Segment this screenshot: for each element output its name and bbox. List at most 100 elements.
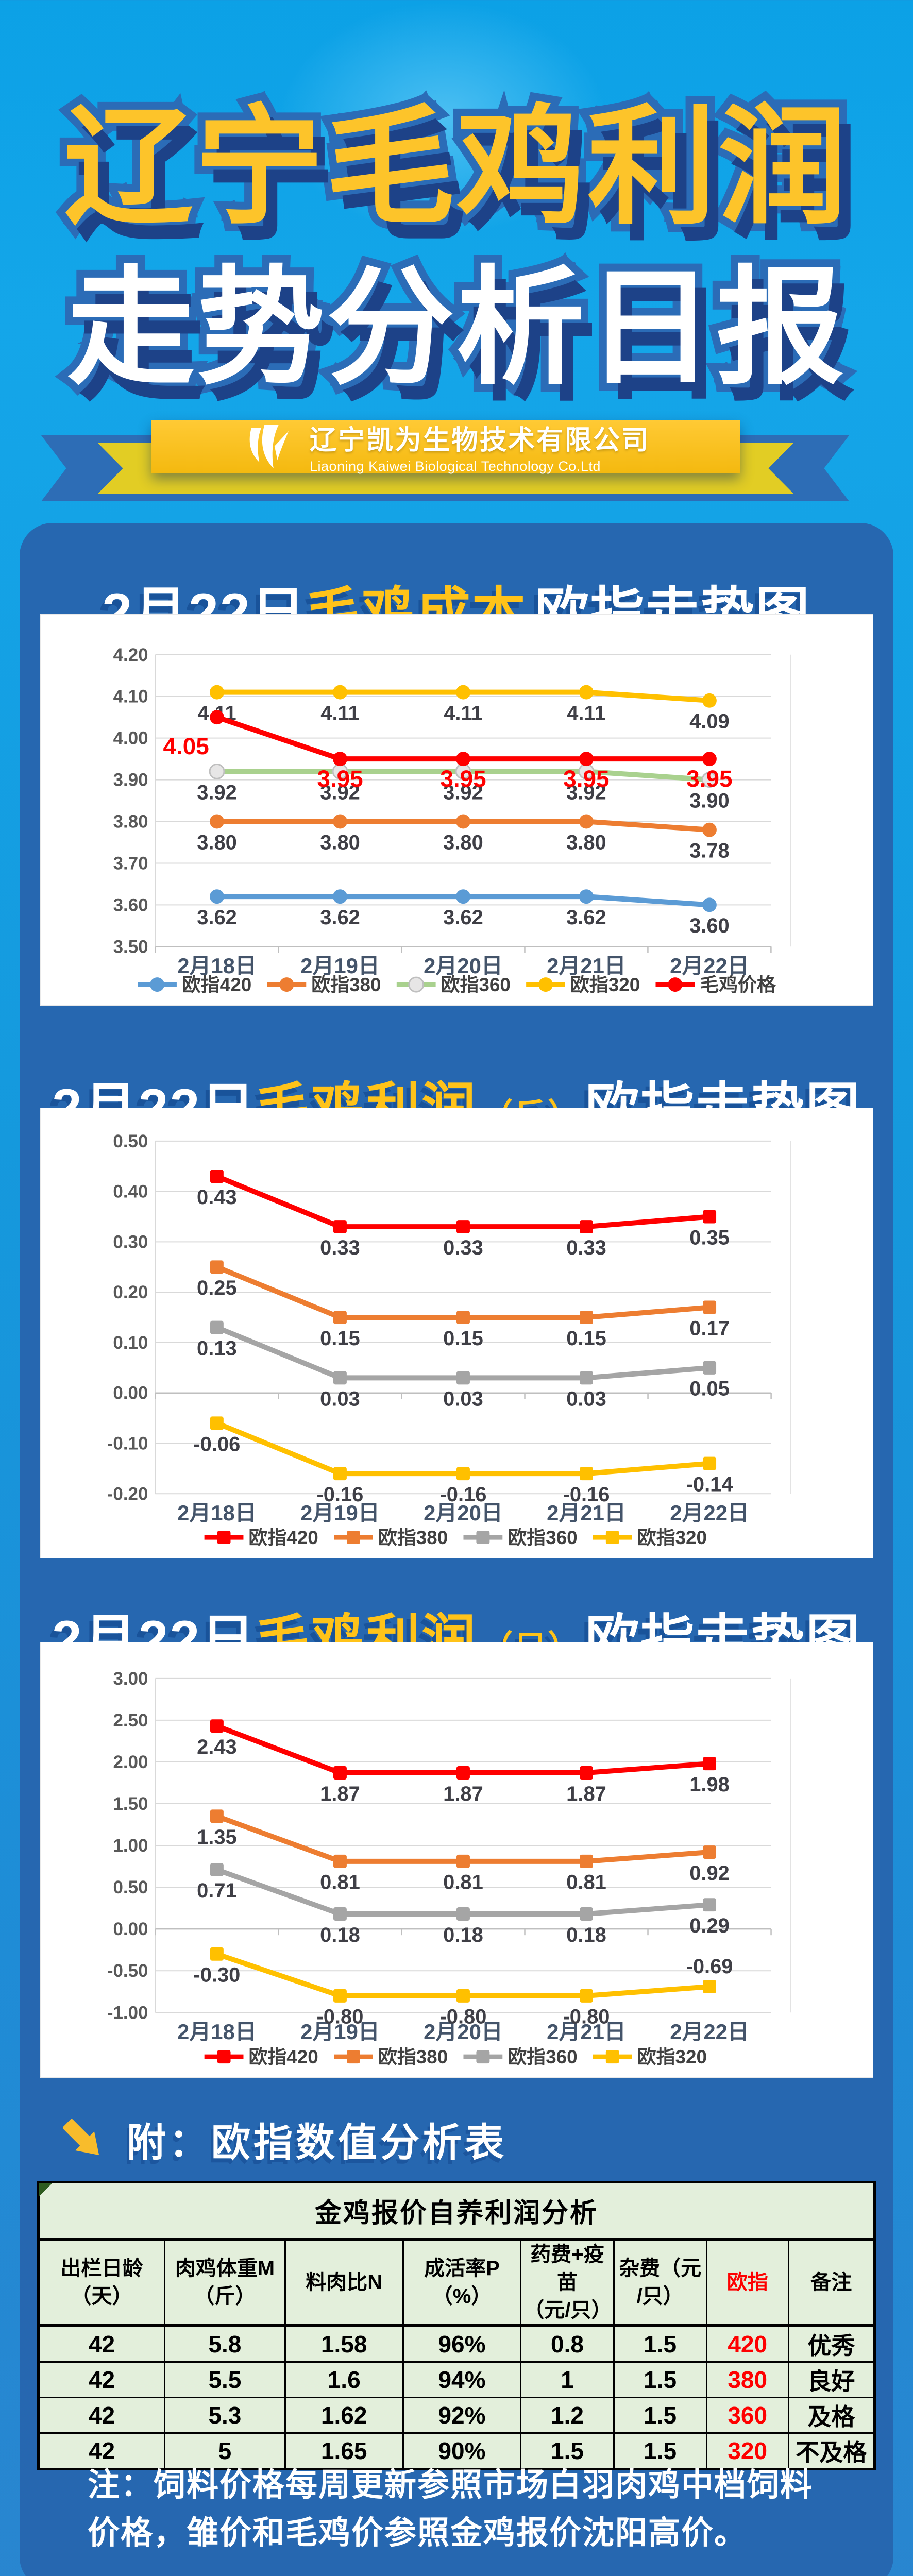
data-label: 0.15 <box>320 1327 360 1350</box>
legend-label: 欧指420 <box>182 974 251 995</box>
data-label: 3.60 <box>689 914 730 937</box>
table-cell: 不及格 <box>787 2432 876 2470</box>
table-cell: 380 <box>705 2361 789 2398</box>
data-marker <box>210 685 224 700</box>
table-cell: 1.5 <box>613 2432 707 2470</box>
data-label: 0.81 <box>443 1871 483 1894</box>
table-cell: 5 <box>164 2432 286 2470</box>
legend-label: 欧指380 <box>311 974 381 995</box>
data-marker <box>456 752 470 767</box>
data-label: 0.33 <box>443 1236 483 1259</box>
company-name-cn: 辽宁凯为生物技术有限公司 <box>309 426 650 455</box>
data-marker <box>457 1311 470 1325</box>
gridlines: 3.00 2.50 2.00 1.50 1.00 0.50 0.00 -0.50 -1.00 <box>107 1669 791 2023</box>
data-label: 4.09 <box>689 710 730 733</box>
y-axis-label: 0.50 <box>113 1131 148 1151</box>
column-header: 药费+疫苗 （元/只） <box>520 2238 615 2327</box>
x-axis-label: 2月21日 <box>547 954 626 978</box>
data-marker <box>210 1320 224 1334</box>
table-cell: 1 <box>520 2361 615 2398</box>
y-axis-label: 2.00 <box>113 1752 148 1772</box>
data-label: -0.06 <box>193 1433 240 1455</box>
data-label: -0.16 <box>440 1483 487 1506</box>
y-axis-label: 3.00 <box>113 1669 148 1689</box>
content-panel: 2月22日毛鸡成本 欧指走势图 4.20 4.10 4.00 3.90 3.80 3.70 3… <box>20 523 893 2576</box>
x-axis-label: 2月22日 <box>670 954 749 978</box>
y-axis-label: 3.70 <box>113 853 148 873</box>
y-axis-label: 0.50 <box>113 1877 148 1897</box>
legend-label: 欧指320 <box>570 974 640 995</box>
data-label: -0.80 <box>316 2006 363 2028</box>
data-marker <box>702 752 717 767</box>
data-marker <box>210 814 224 829</box>
data-marker <box>333 752 347 767</box>
series-欧指420: 0.43 0.33 0.33 0.33 0.35 <box>197 1170 730 1259</box>
data-marker <box>668 977 683 992</box>
category-axis: 2月18日 2月19日 2月20日 2月21日 2月22日 <box>155 1928 772 2044</box>
data-marker <box>333 1766 347 1780</box>
column-header: 肉鸡体重M （斤） <box>164 2238 286 2327</box>
data-label: 0.35 <box>689 1226 730 1249</box>
data-label: 0.03 <box>320 1387 360 1410</box>
data-label: 4.11 <box>567 702 605 724</box>
table-cell: 42 <box>37 2325 166 2363</box>
x-axis-label: 2月18日 <box>177 2020 257 2044</box>
data-marker <box>333 1854 347 1868</box>
data-marker <box>580 1989 593 2003</box>
data-label: 0.33 <box>566 1236 606 1259</box>
data-label: 3.90 <box>689 789 730 812</box>
x-axis-label: 2月21日 <box>547 1501 626 1525</box>
data-label: 0.15 <box>443 1327 483 1350</box>
legend-label: 欧指380 <box>378 2046 448 2067</box>
table-cell: 5.5 <box>164 2361 286 2398</box>
data-marker <box>580 1467 593 1481</box>
data-marker <box>333 1220 347 1234</box>
table-cell: 良好 <box>787 2361 876 2398</box>
data-label: 1.87 <box>566 1783 606 1805</box>
data-marker <box>702 822 717 837</box>
legend-label: 欧指320 <box>637 1527 707 1548</box>
data-label: 0.33 <box>320 1236 360 1259</box>
data-marker <box>579 752 594 767</box>
table-cell: 42 <box>37 2396 166 2434</box>
table-cell: 1.65 <box>284 2432 404 2470</box>
category-axis: 2月18日 2月19日 2月20日 2月21日 2月22日 <box>155 946 772 978</box>
table-cell: 360 <box>705 2396 789 2434</box>
legend-label: 欧指420 <box>248 2046 318 2067</box>
data-marker <box>210 1260 224 1274</box>
data-label: 1.87 <box>320 1783 360 1805</box>
data-marker <box>703 1757 717 1771</box>
table-cell: 及格 <box>787 2396 876 2434</box>
data-label: 4.11 <box>320 702 359 724</box>
appendix-heading: 附：欧指数值分析表 <box>127 2121 507 2165</box>
data-marker <box>209 763 225 779</box>
data-marker <box>456 889 470 904</box>
table-cell: 96% <box>402 2325 522 2363</box>
y-axis-label: 3.60 <box>113 895 148 915</box>
data-marker <box>456 814 470 829</box>
data-marker <box>333 1371 347 1385</box>
data-label: 0.18 <box>566 1924 606 1946</box>
y-axis-label: -0.50 <box>107 1961 148 1981</box>
data-marker <box>210 1416 224 1430</box>
data-marker <box>333 1467 347 1481</box>
table-row: 42 5.8 1.58 96% 0.8 1.5 420 优秀 <box>37 2325 876 2363</box>
data-label: 3.92 <box>320 781 360 804</box>
x-axis-label: 2月20日 <box>424 954 503 978</box>
data-label: -0.16 <box>563 1483 610 1506</box>
legend-label: 欧指380 <box>378 1527 448 1548</box>
data-label: 0.18 <box>320 1924 360 1946</box>
y-axis-label: 0.20 <box>113 1282 148 1302</box>
data-marker <box>456 685 470 700</box>
column-header: 备注 <box>787 2238 876 2327</box>
category-axis: 2月18日 2月19日 2月20日 2月21日 2月22日 <box>155 1392 772 1525</box>
data-marker <box>457 1371 470 1385</box>
data-label: 0.13 <box>197 1337 237 1360</box>
data-marker <box>210 1719 224 1733</box>
x-axis-label: 2月20日 <box>424 1501 503 1525</box>
x-axis-label: 2月22日 <box>670 2020 749 2044</box>
data-label: 0.43 <box>197 1186 237 1209</box>
data-label: -0.69 <box>686 1955 733 1978</box>
data-label: 4.11 <box>444 702 482 724</box>
